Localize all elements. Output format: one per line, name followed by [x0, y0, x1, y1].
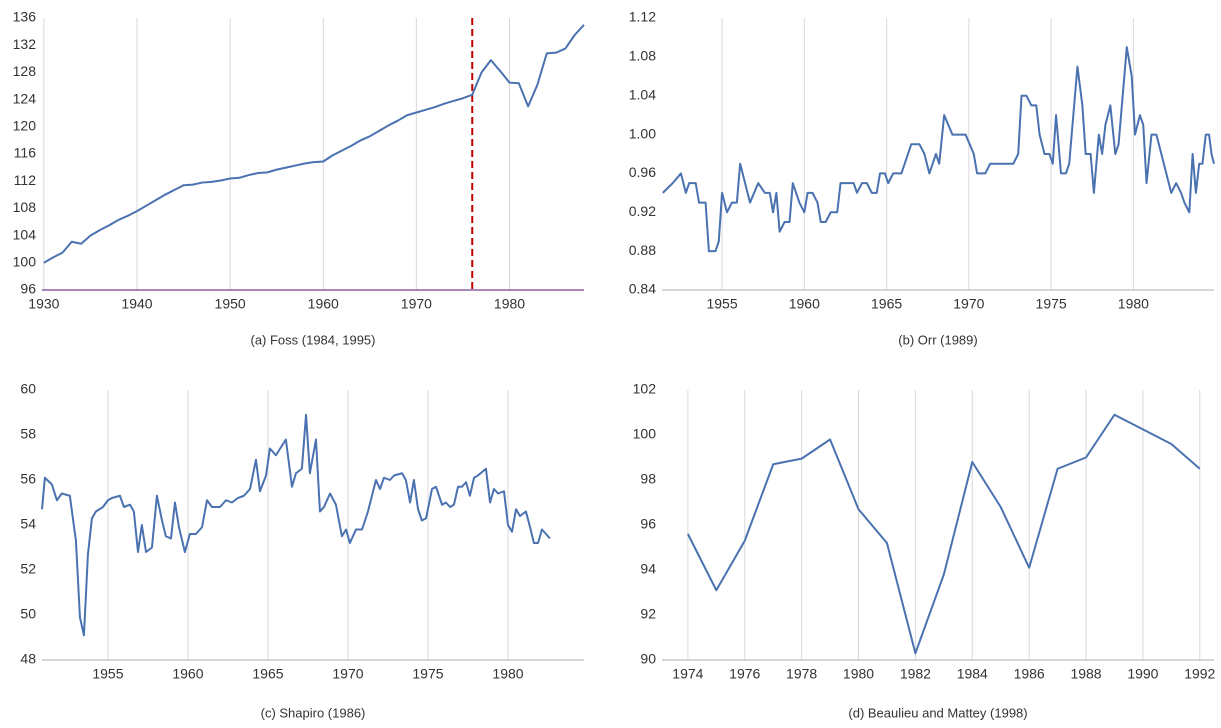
x-tick-label: 1980 [1118, 296, 1149, 312]
x-tick-label: 1988 [1070, 666, 1101, 682]
y-tick-label: 100 [13, 254, 37, 270]
data-line [43, 24, 585, 264]
y-tick-label: 116 [14, 145, 37, 161]
x-tick-label: 1975 [412, 666, 443, 682]
y-tick-label: 90 [640, 651, 656, 667]
y-tick-label: 112 [14, 172, 37, 188]
data-line [662, 46, 1215, 253]
y-tick-label: 124 [13, 90, 37, 106]
y-tick-label: 132 [13, 36, 37, 52]
x-tick-label: 1965 [252, 666, 283, 682]
y-tick-label: 1.08 [629, 48, 656, 64]
x-tick-label: 1955 [706, 296, 737, 312]
x-tick-label: 1960 [308, 296, 339, 312]
x-tick-label: 1955 [92, 666, 123, 682]
x-tick-label: 1960 [172, 666, 203, 682]
x-tick-label: 1950 [215, 296, 246, 312]
x-tick-label: 1930 [28, 296, 59, 312]
x-tick-label: 1940 [121, 296, 152, 312]
y-tick-label: 120 [13, 118, 37, 134]
x-tick-label: 1984 [957, 666, 988, 682]
y-tick-label: 48 [20, 651, 36, 667]
y-tick-label: 136 [13, 9, 37, 25]
y-tick-label: 92 [640, 606, 656, 622]
chart-caption: (a) Foss (1984, 1995) [250, 332, 375, 347]
x-tick-label: 1980 [492, 666, 523, 682]
chart-caption: (b) Orr (1989) [898, 332, 977, 347]
y-tick-label: 96 [640, 516, 656, 532]
x-tick-label: 1960 [789, 296, 820, 312]
chart-caption: (d) Beaulieu and Mattey (1998) [848, 705, 1027, 720]
y-tick-label: 0.88 [629, 242, 656, 258]
x-tick-label: 1976 [729, 666, 760, 682]
x-tick-label: 1970 [401, 296, 432, 312]
x-tick-label: 1970 [332, 666, 363, 682]
y-tick-label: 102 [633, 381, 657, 397]
x-tick-label: 1974 [672, 666, 703, 682]
x-tick-label: 1986 [1014, 666, 1045, 682]
y-tick-label: 52 [20, 561, 36, 577]
x-tick-label: 1965 [871, 296, 902, 312]
y-tick-label: 104 [13, 226, 37, 242]
y-tick-label: 1.00 [629, 125, 656, 141]
y-tick-label: 56 [20, 471, 36, 487]
y-tick-label: 0.92 [629, 203, 656, 219]
x-tick-label: 1990 [1127, 666, 1158, 682]
y-tick-label: 0.96 [629, 164, 656, 180]
y-tick-label: 94 [640, 561, 656, 577]
data-line [686, 413, 1201, 655]
y-tick-label: 96 [20, 281, 36, 297]
x-tick-label: 1980 [494, 296, 525, 312]
x-tick-label: 1978 [786, 666, 817, 682]
y-tick-label: 60 [20, 381, 36, 397]
data-line [41, 413, 551, 637]
y-tick-label: 1.12 [629, 9, 656, 25]
x-tick-label: 1970 [953, 296, 984, 312]
y-tick-label: 54 [20, 516, 36, 532]
x-tick-label: 1980 [843, 666, 874, 682]
x-tick-label: 1982 [900, 666, 931, 682]
y-tick-label: 50 [20, 606, 36, 622]
chart-caption: (c) Shapiro (1986) [261, 705, 366, 720]
y-tick-label: 100 [633, 426, 657, 442]
y-tick-label: 128 [13, 63, 37, 79]
y-tick-label: 58 [20, 426, 36, 442]
y-tick-label: 108 [13, 199, 37, 215]
y-tick-label: 1.04 [629, 86, 656, 102]
y-tick-label: 98 [640, 471, 656, 487]
x-tick-label: 1975 [1036, 296, 1067, 312]
y-tick-label: 0.84 [629, 281, 656, 297]
x-tick-label: 1992 [1184, 666, 1215, 682]
